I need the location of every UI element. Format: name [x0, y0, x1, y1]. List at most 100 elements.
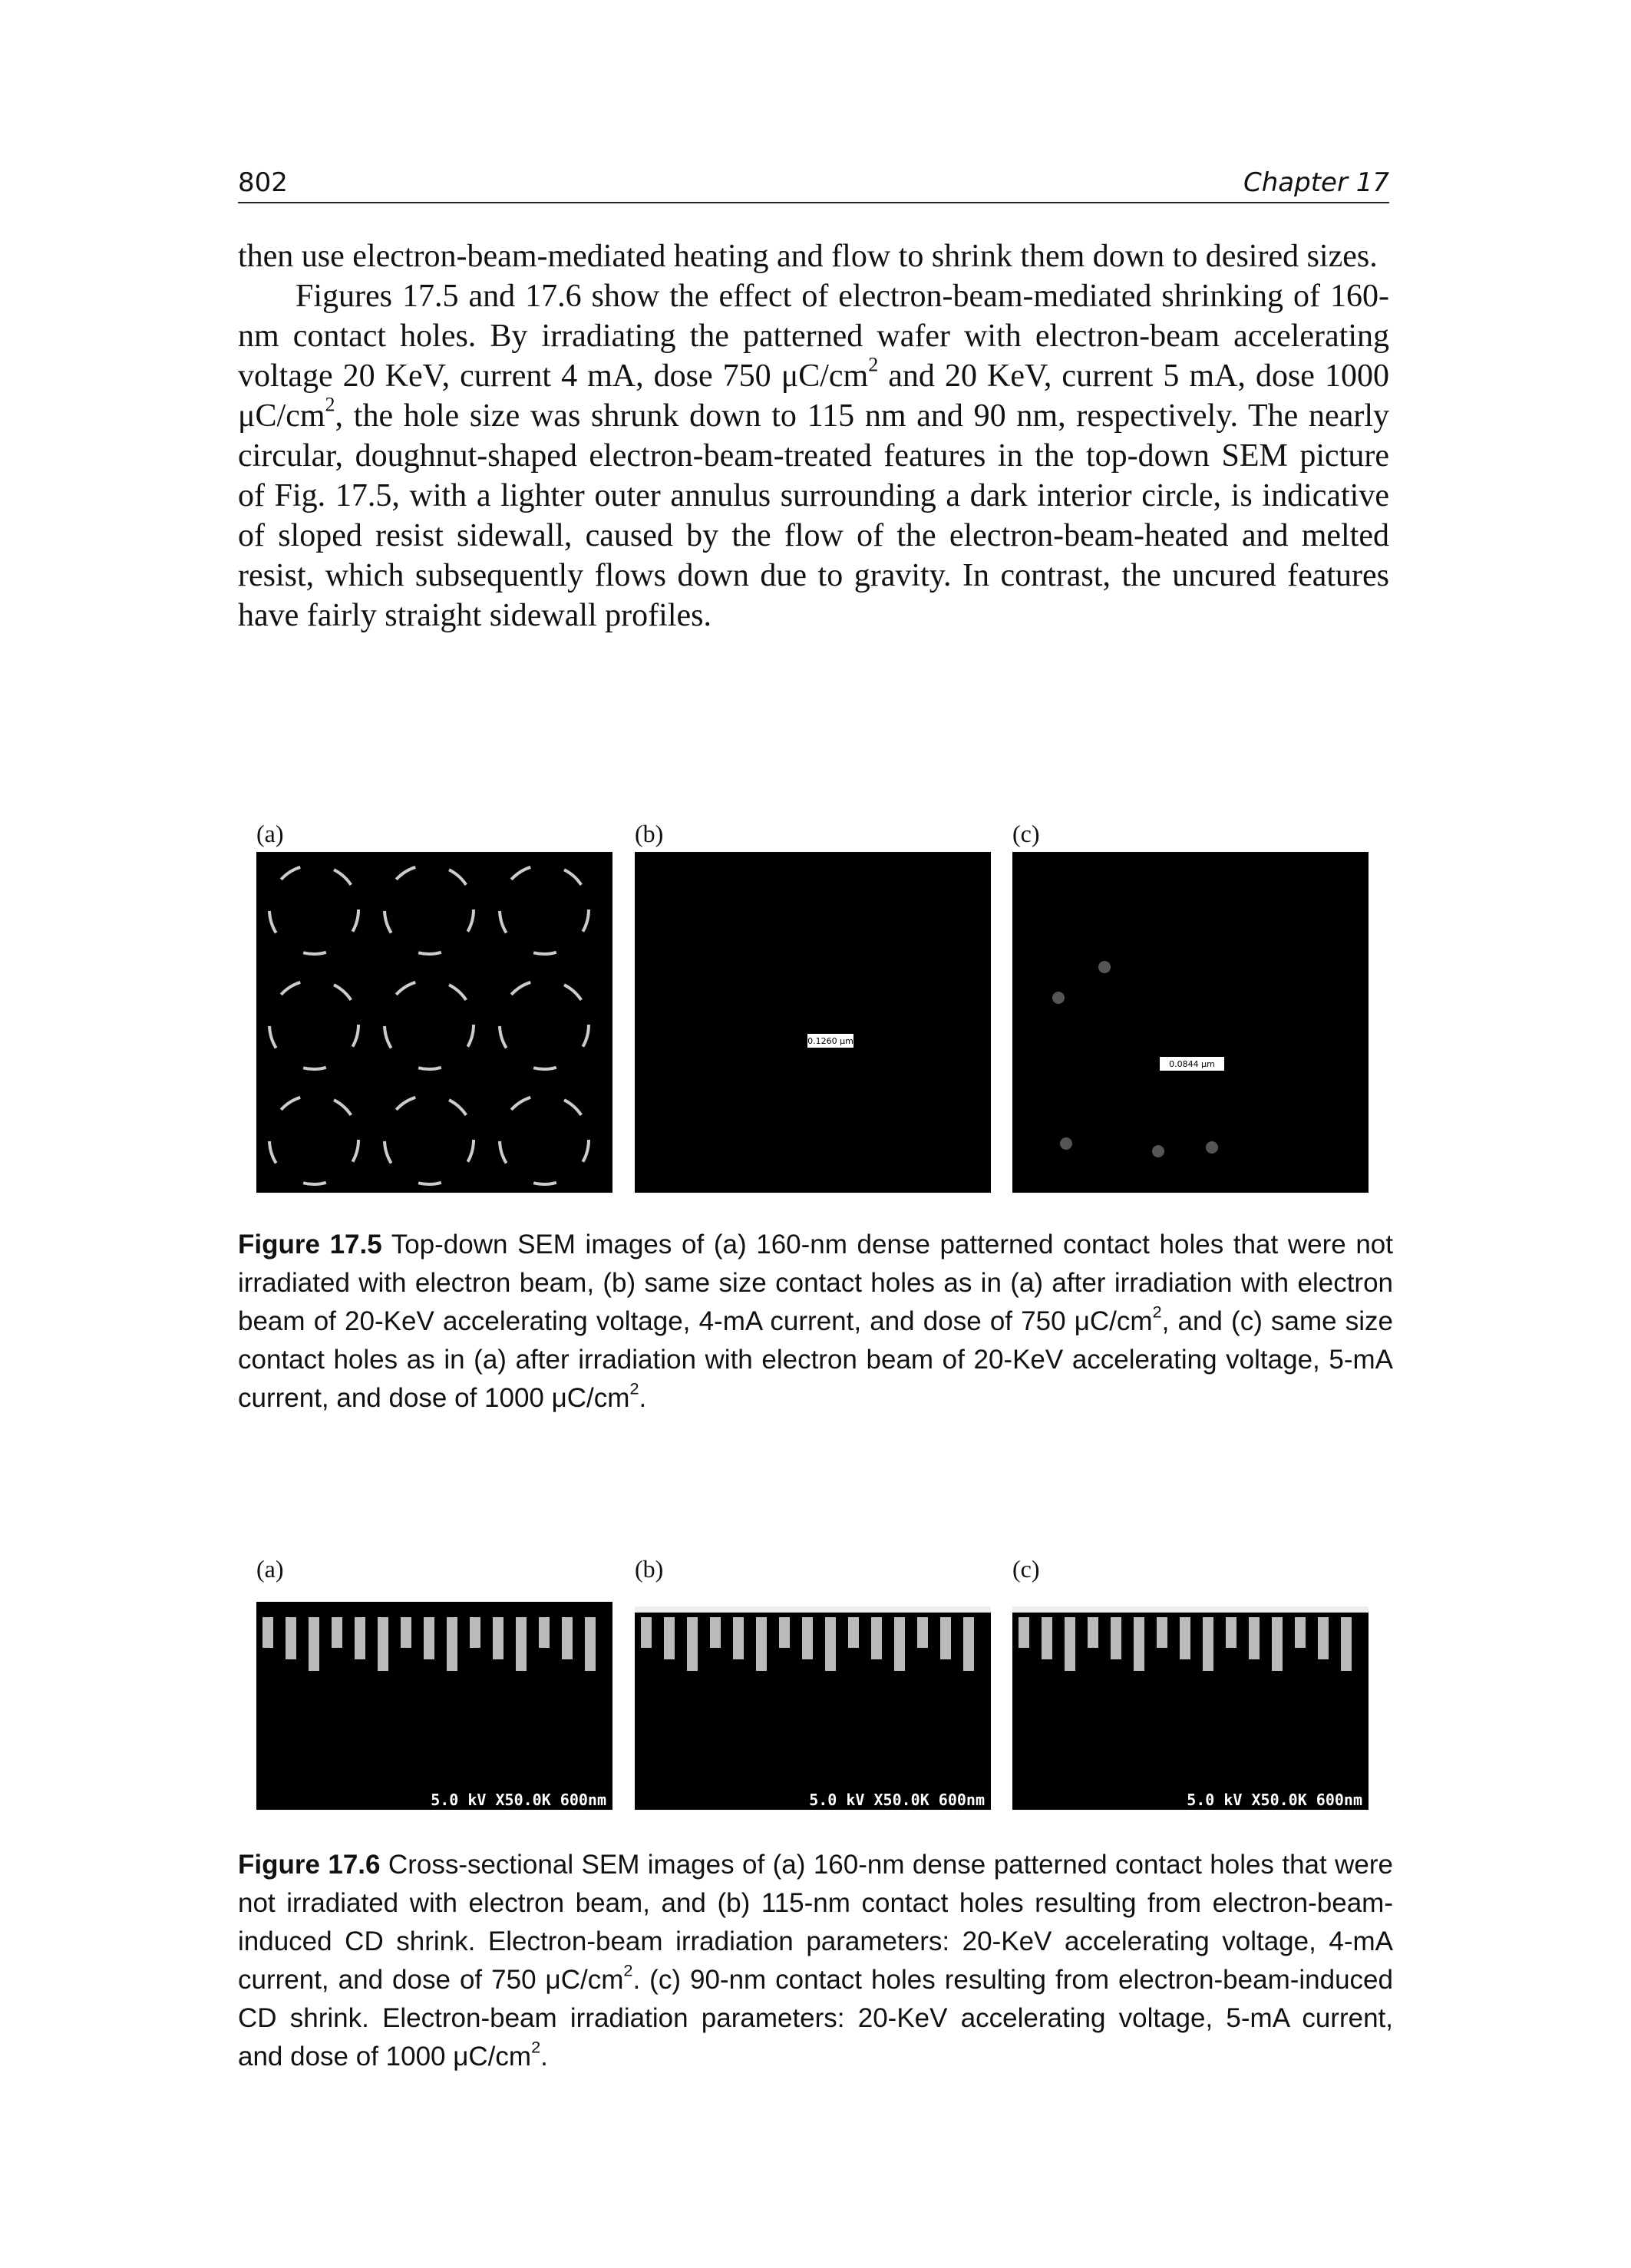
- sem-image: [256, 852, 612, 1193]
- feature: [1060, 1137, 1072, 1150]
- surface: [635, 1586, 991, 1606]
- sem-image: 5.0 kV X50.0K 600nm: [635, 1586, 991, 1810]
- paragraph: Figures 17.5 and 17.6 show the effect of…: [238, 276, 1389, 636]
- column: [585, 1617, 596, 1671]
- sem-image: 5.0 kV X50.0K 600nm: [256, 1586, 612, 1810]
- column: [779, 1617, 790, 1648]
- column: [1111, 1617, 1121, 1659]
- column: [286, 1617, 296, 1659]
- text-run: .: [639, 1383, 647, 1413]
- feature: [1098, 961, 1111, 973]
- column: [355, 1617, 365, 1659]
- surface: [1012, 1586, 1369, 1606]
- hole-edge: [498, 979, 590, 1071]
- column: [378, 1617, 388, 1671]
- panel-label: (b): [635, 1555, 664, 1583]
- figure-caption: Figure 17.5 Top-down SEM images of (a) 1…: [238, 1226, 1393, 1418]
- panel-label: (c): [1012, 1555, 1040, 1583]
- column: [1157, 1617, 1167, 1648]
- column: [262, 1617, 273, 1648]
- column: [1226, 1617, 1236, 1648]
- resist-top: [635, 1606, 991, 1613]
- column: [917, 1617, 928, 1648]
- text-run: . (c) 90-nm contact holes resulting from…: [238, 1965, 1393, 2072]
- column: [1180, 1617, 1190, 1659]
- superscript: 2: [868, 353, 879, 376]
- column: [1134, 1617, 1144, 1671]
- column: [493, 1617, 503, 1659]
- column: [756, 1617, 767, 1671]
- text-run: then use electron-beam-mediated heating …: [238, 239, 1378, 274]
- sem-image: 0.1260 μm: [635, 852, 991, 1193]
- resist-top: [1012, 1606, 1369, 1613]
- column: [1295, 1617, 1306, 1648]
- column: [309, 1617, 319, 1671]
- column: [641, 1617, 652, 1648]
- text-run: and 20 KeV, current 5 mA, dose 1000 μC/c…: [238, 358, 1389, 434]
- text-run: , the hole size was shrunk down to 115 n…: [238, 398, 1389, 633]
- header-rule: [238, 202, 1389, 203]
- column: [1065, 1617, 1075, 1671]
- body-text: then use electron-beam-mediated heating …: [238, 236, 1389, 636]
- sem-drawing: [268, 863, 590, 1186]
- panel-label: (b): [635, 820, 664, 847]
- feature: [1152, 1145, 1164, 1157]
- figure-caption: Figure 17.6 Cross-sectional SEM images o…: [238, 1846, 1393, 2076]
- column: [1203, 1617, 1213, 1671]
- hole-edge: [498, 1094, 590, 1186]
- caption-label: Figure 17.6: [238, 1850, 381, 1880]
- column: [733, 1617, 744, 1659]
- column: [664, 1617, 675, 1659]
- column: [802, 1617, 813, 1659]
- hole-edge: [268, 863, 360, 956]
- surface: [256, 1586, 612, 1602]
- superscript: 2: [325, 393, 335, 416]
- hole-edge: [383, 863, 475, 956]
- info-strip: [635, 1791, 991, 1810]
- text-run: Figures 17.5 and 17.6 show the effect of…: [238, 279, 1389, 394]
- column: [1249, 1617, 1260, 1659]
- column: [1088, 1617, 1098, 1648]
- column: [1042, 1617, 1052, 1659]
- hole-edge: [268, 1094, 360, 1186]
- sem-drawing: 0.0844 μm: [1052, 961, 1224, 1157]
- column: [447, 1617, 457, 1671]
- scale-bar-label: 5.0 kV X50.0K 600nm: [809, 1791, 985, 1809]
- text-run: Top-down SEM images of (a) 160-nm dense …: [238, 1230, 1393, 1336]
- chapter-title: Chapter 17: [1243, 167, 1389, 198]
- hole-edge: [383, 1094, 475, 1186]
- hole-edge: [498, 863, 590, 956]
- superscript: 2: [623, 1960, 633, 1980]
- scale-bar-box: [807, 1034, 853, 1048]
- column: [894, 1617, 905, 1671]
- info-strip: [256, 1791, 612, 1810]
- hole-edge: [383, 979, 475, 1071]
- scale-bar-label: 5.0 kV X50.0K 600nm: [431, 1791, 606, 1809]
- sem-drawing: 5.0 kV X50.0K 600nm: [1012, 1586, 1369, 1810]
- column: [401, 1617, 411, 1648]
- resist-top: [256, 1602, 612, 1608]
- column: [825, 1617, 836, 1671]
- panel-label: (c): [1012, 820, 1040, 847]
- feature: [1206, 1141, 1218, 1154]
- sem-image: 0.0844 μm: [1012, 852, 1369, 1193]
- column: [871, 1617, 882, 1659]
- column: [470, 1617, 480, 1648]
- column: [1272, 1617, 1283, 1671]
- hole-edge: [268, 979, 360, 1071]
- scale-bar-label: 0.0844 μm: [1169, 1059, 1215, 1069]
- scale-bar-label: 5.0 kV X50.0K 600nm: [1187, 1791, 1362, 1809]
- column: [516, 1617, 527, 1671]
- text-run: Cross-sectional SEM images of (a) 160-nm…: [238, 1850, 1394, 1995]
- sem-image: 5.0 kV X50.0K 600nm: [1012, 1586, 1369, 1810]
- paragraph: then use electron-beam-mediated heating …: [238, 236, 1389, 276]
- caption-label: Figure 17.5: [238, 1230, 382, 1259]
- text-run: .: [540, 2042, 548, 2072]
- column: [687, 1617, 698, 1671]
- column: [332, 1617, 342, 1648]
- column: [1019, 1617, 1029, 1648]
- column: [710, 1617, 721, 1648]
- superscript: 2: [1152, 1302, 1162, 1322]
- scale-bar-box: [1160, 1057, 1224, 1071]
